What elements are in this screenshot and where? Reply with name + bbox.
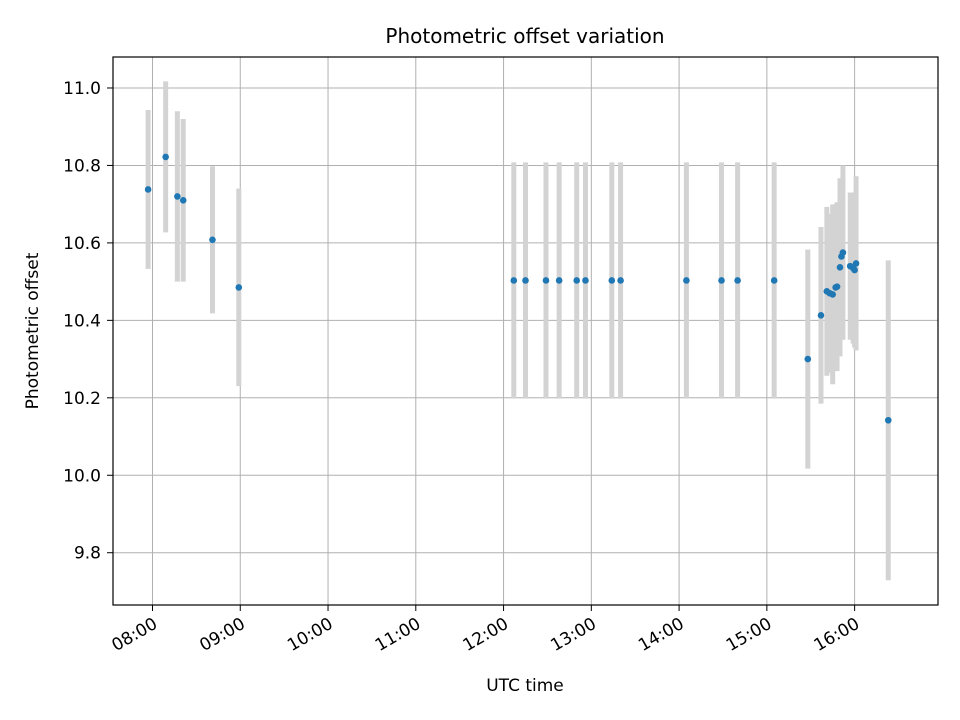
y-tick-label: 10.0 (63, 466, 101, 486)
x-axis-label: UTC time (486, 676, 564, 696)
y-tick-label: 10.6 (63, 234, 101, 254)
data-point (144, 186, 152, 193)
data-point (179, 196, 187, 204)
data-point (683, 277, 690, 284)
data-point (162, 153, 169, 161)
data-point (884, 416, 892, 424)
data-point (573, 277, 580, 284)
data-point (734, 277, 741, 284)
data-point (852, 260, 860, 267)
data-point (542, 277, 550, 284)
data-point (804, 355, 812, 363)
data-point (582, 277, 589, 284)
y-tick-label: 10.4 (63, 311, 101, 331)
y-tick-label: 11.0 (63, 79, 101, 99)
data-point (817, 312, 825, 319)
data-point (617, 277, 624, 284)
data-points (144, 153, 892, 424)
data-point (174, 193, 181, 200)
data-point (833, 283, 841, 290)
data-point (235, 284, 243, 291)
y-axis-label: Photometric offset (23, 252, 43, 409)
data-point (770, 277, 778, 284)
data-point (608, 277, 616, 284)
plot-frame (112, 56, 939, 606)
y-tick-label: 10.2 (63, 389, 101, 409)
y-tick-label: 10.8 (63, 156, 101, 176)
data-point (829, 291, 836, 298)
data-point (510, 277, 518, 284)
data-point (851, 266, 858, 274)
data-point (522, 277, 529, 284)
data-point (836, 263, 844, 271)
data-point (839, 249, 847, 256)
y-tick-label: 9.8 (74, 544, 101, 564)
data-point (209, 236, 216, 244)
data-point (718, 277, 725, 284)
data-point (555, 277, 563, 284)
chart-title: Photometric offset variation (385, 24, 664, 48)
